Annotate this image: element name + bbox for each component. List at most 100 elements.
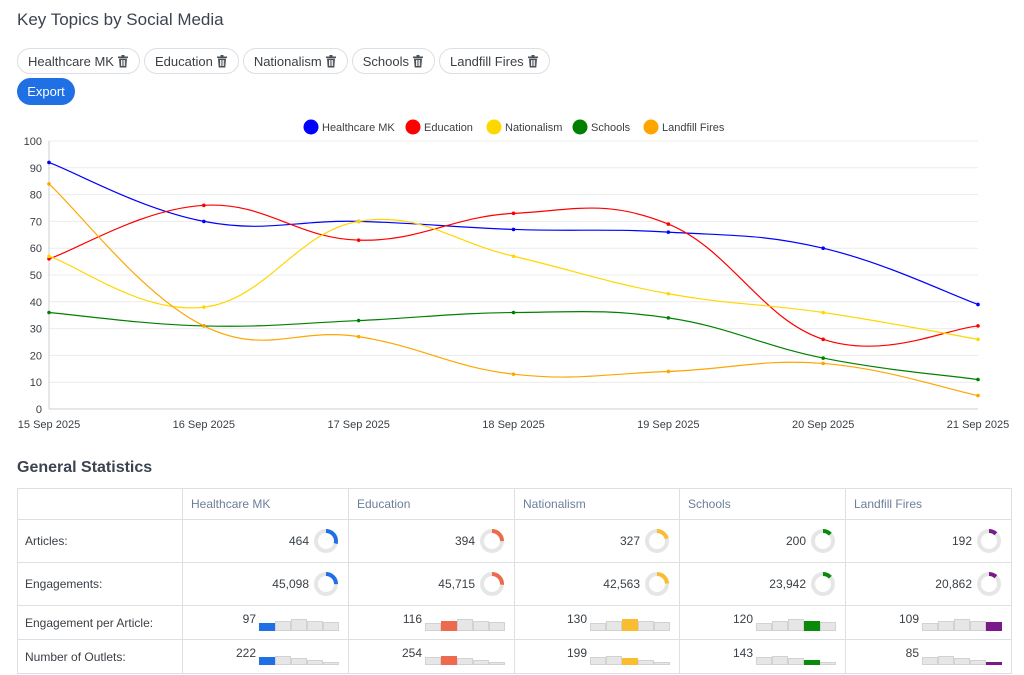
cell-value: 394 bbox=[454, 534, 475, 548]
cell-content: 109 bbox=[847, 607, 1010, 638]
cell-value: 23,942 bbox=[769, 577, 806, 591]
data-point bbox=[47, 257, 51, 261]
trash-icon[interactable] bbox=[527, 54, 539, 68]
data-point bbox=[47, 160, 51, 165]
topic-chip-education[interactable]: Education bbox=[143, 48, 239, 74]
mini-bar bbox=[291, 657, 307, 665]
mini-bar bbox=[275, 655, 291, 665]
cell-content: 192 bbox=[847, 521, 1010, 561]
export-button[interactable]: Export bbox=[17, 78, 75, 105]
topic-chip-list: Healthcare MK Education Nationalism Scho… bbox=[17, 48, 550, 74]
cell-value: 45,715 bbox=[438, 577, 475, 591]
chip-label: Landfill Fires bbox=[449, 53, 524, 69]
mini-bar-chart bbox=[590, 617, 670, 631]
table-cell: 97 bbox=[182, 605, 349, 640]
mini-bar bbox=[922, 622, 938, 631]
cell-value: 464 bbox=[288, 534, 309, 548]
page-title: Key Topics by Social Media bbox=[17, 10, 224, 29]
trash-icon[interactable] bbox=[117, 54, 129, 68]
table-cell: 254 bbox=[348, 639, 515, 674]
x-tick-label: 20 Sep 2025 bbox=[792, 419, 854, 431]
topic-chip-nationalism[interactable]: Nationalism bbox=[242, 48, 348, 74]
line-chart-svg: 0 10 20 30 40 50 60 70 80 90 100 15 Sep 2025 16 Sep … bbox=[18, 119, 1009, 431]
table-cell: 464 bbox=[182, 519, 349, 563]
x-tick-label: 19 Sep 2025 bbox=[637, 419, 699, 431]
row-label: Engagement per Article: bbox=[17, 605, 183, 640]
y-tick-label: 70 bbox=[30, 216, 42, 228]
general-statistics-table: Healthcare MK Education Nationalism Scho… bbox=[17, 488, 1012, 674]
donut-arc bbox=[977, 529, 1001, 553]
cell-value: 192 bbox=[951, 534, 972, 548]
cell-content: 45,098 bbox=[184, 564, 347, 604]
data-point bbox=[202, 219, 206, 224]
table-header-row: Healthcare MK Education Nationalism Scho… bbox=[17, 488, 1012, 520]
y-tick-label: 100 bbox=[24, 136, 42, 148]
row-label: Engagements: bbox=[17, 562, 183, 606]
mini-bar bbox=[938, 620, 954, 631]
cell-content: 394 bbox=[350, 521, 513, 561]
mini-bar bbox=[307, 659, 323, 665]
table-cell: 394 bbox=[348, 519, 515, 563]
chip-label: Nationalism bbox=[253, 53, 322, 69]
table-cell: 20,862 bbox=[845, 562, 1012, 606]
table-cell: 200 bbox=[679, 519, 846, 563]
mini-bar bbox=[590, 622, 606, 631]
cell-content: 116 bbox=[350, 607, 513, 638]
cell-value: 327 bbox=[619, 534, 640, 548]
data-point bbox=[666, 316, 671, 320]
mini-bar bbox=[457, 618, 473, 631]
table-cell: 120 bbox=[679, 605, 846, 640]
mini-bar-chart bbox=[259, 617, 339, 631]
table-row: Articles: 464 394 327 200 192 bbox=[17, 519, 1012, 563]
cell-content: 327 bbox=[516, 521, 678, 561]
cell-content: 200 bbox=[681, 521, 844, 561]
data-point bbox=[511, 211, 516, 216]
chip-label: Education bbox=[154, 53, 213, 69]
data-point bbox=[202, 324, 206, 328]
line-chart: 0 10 20 30 40 50 60 70 80 90 100 15 Sep 2025 16 Sep … bbox=[0, 112, 1024, 437]
x-tick-label: 18 Sep 2025 bbox=[482, 419, 544, 431]
donut-chart bbox=[480, 572, 504, 596]
donut-arc bbox=[480, 572, 504, 596]
donut-arc bbox=[480, 529, 504, 553]
data-point bbox=[356, 318, 361, 323]
donut-track bbox=[977, 529, 1001, 553]
mini-bar bbox=[772, 620, 788, 631]
topic-chip-healthcare-mk[interactable]: Healthcare MK bbox=[17, 48, 140, 74]
data-point bbox=[976, 377, 980, 382]
cell-value: 116 bbox=[402, 612, 422, 626]
trash-icon[interactable] bbox=[412, 54, 424, 68]
mini-bar bbox=[622, 618, 638, 631]
topic-chip-schools[interactable]: Schools bbox=[351, 48, 435, 74]
donut-track bbox=[977, 572, 1001, 596]
data-point bbox=[356, 219, 361, 224]
topic-chip-landfill-fires[interactable]: Landfill Fires bbox=[438, 48, 550, 74]
mini-bar-chart bbox=[425, 651, 505, 665]
data-point bbox=[47, 254, 51, 259]
mini-bar bbox=[606, 620, 622, 631]
cell-value: 130 bbox=[566, 612, 587, 626]
mini-bar bbox=[473, 620, 489, 631]
donut-chart bbox=[977, 529, 1001, 553]
donut-chart bbox=[811, 529, 835, 553]
donut-chart bbox=[977, 572, 1001, 596]
mini-bar-chart bbox=[756, 617, 836, 631]
mini-bar bbox=[307, 620, 323, 631]
legend-label: Education bbox=[424, 122, 473, 134]
cell-value: 254 bbox=[401, 646, 422, 660]
table-cell: 327 bbox=[514, 519, 680, 563]
table-cell: 116 bbox=[348, 605, 515, 640]
cell-content: 97 bbox=[184, 607, 347, 638]
data-point bbox=[821, 337, 825, 342]
row-label: Number of Outlets: bbox=[17, 639, 183, 674]
donut-chart bbox=[314, 572, 338, 596]
table-cell: 23,942 bbox=[679, 562, 846, 606]
trash-icon[interactable] bbox=[325, 54, 337, 68]
mini-bar bbox=[756, 622, 772, 631]
trash-icon[interactable] bbox=[216, 54, 228, 68]
data-point bbox=[666, 291, 671, 296]
mini-bar-chart bbox=[922, 617, 1002, 631]
cell-value: 42,563 bbox=[603, 577, 640, 591]
series-line bbox=[48, 183, 979, 397]
header-empty bbox=[17, 488, 183, 520]
